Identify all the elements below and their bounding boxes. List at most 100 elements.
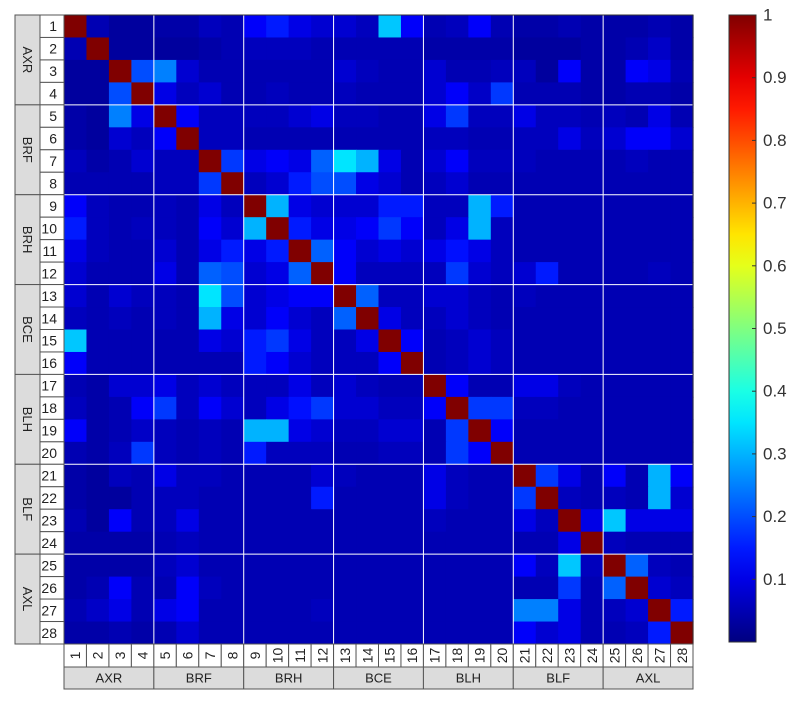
heatmap-cell	[378, 307, 402, 331]
heatmap-cell	[670, 419, 694, 443]
heatmap-cell	[108, 374, 132, 398]
heatmap-cell	[400, 127, 425, 151]
column-tick-label: 17	[427, 648, 443, 664]
heatmap-cell	[131, 262, 155, 286]
heatmap-cell	[266, 172, 290, 196]
heatmap-cell	[625, 172, 649, 196]
heatmap-cell	[198, 441, 222, 465]
heatmap-cell	[423, 464, 447, 488]
heatmap-cell	[131, 307, 155, 331]
heatmap-cell	[64, 351, 88, 376]
column-tick-label: 1	[67, 651, 83, 659]
column-tick-label: 4	[135, 651, 151, 659]
heatmap-cell	[400, 149, 425, 173]
heatmap-cell	[176, 509, 200, 533]
heatmap-cell	[198, 509, 222, 533]
heatmap-cell	[266, 576, 290, 600]
heatmap-cell	[221, 509, 245, 533]
heatmap-cell	[490, 351, 514, 376]
heatmap-cell	[445, 396, 469, 420]
column-tick-label: 6	[180, 651, 196, 659]
heatmap-cell	[468, 441, 492, 465]
heatmap-cell	[535, 172, 559, 196]
heatmap-cell	[288, 217, 312, 241]
heatmap-cell	[535, 599, 559, 623]
heatmap-cell	[64, 127, 88, 151]
heatmap-cell	[468, 37, 492, 61]
heatmap-cell	[400, 599, 425, 623]
heatmap-cell	[468, 127, 492, 151]
heatmap-cell	[356, 396, 380, 420]
heatmap-cell	[333, 15, 357, 39]
heatmap-cell	[86, 104, 110, 128]
heatmap-cell	[648, 82, 672, 106]
heatmap-cell	[153, 104, 177, 128]
heatmap-cell	[535, 284, 559, 308]
heatmap-cell	[108, 351, 132, 376]
heatmap-cell	[603, 194, 627, 218]
heatmap-cell	[356, 374, 380, 398]
heatmap-cell	[423, 194, 447, 218]
heatmap-cell	[311, 441, 335, 465]
heatmap-cell	[468, 509, 492, 533]
heatmap-cell	[490, 284, 514, 308]
colorbar	[728, 14, 757, 643]
heatmap-cell	[625, 284, 649, 308]
colorbar-tick-label: 0.1	[763, 570, 787, 589]
heatmap-cell	[648, 464, 672, 488]
heatmap-cell	[625, 307, 649, 331]
row-tick-label: 28	[41, 625, 57, 641]
heatmap-cell	[468, 307, 492, 331]
heatmap-cell	[64, 284, 88, 308]
heatmap-cell	[131, 37, 155, 61]
heatmap-cell	[333, 329, 357, 353]
heatmap-cell	[490, 621, 514, 645]
heatmap-cell	[288, 486, 312, 510]
row-group-box	[14, 104, 41, 196]
heatmap-cell	[64, 621, 88, 645]
heatmap-cell	[378, 554, 402, 578]
heatmap-cell	[221, 599, 245, 623]
heatmap-cell	[670, 464, 694, 488]
heatmap-cell	[558, 37, 582, 61]
heatmap-cell	[266, 486, 290, 510]
heatmap-cell	[176, 127, 200, 151]
heatmap-cell	[108, 239, 132, 263]
heatmap-cell	[243, 599, 267, 623]
heatmap-cell	[243, 351, 267, 376]
heatmap-cell	[64, 419, 88, 443]
heatmap-cell	[108, 396, 132, 420]
heatmap-cell	[423, 284, 447, 308]
heatmap-cell	[513, 351, 537, 376]
heatmap-cell	[198, 599, 222, 623]
heatmap-cell	[513, 15, 537, 39]
heatmap-cell	[513, 441, 537, 465]
heatmap-cell	[513, 149, 537, 173]
heatmap-cell	[356, 531, 380, 555]
row-group-label: BLF	[20, 497, 35, 521]
heatmap-cell	[176, 37, 200, 61]
heatmap-cell	[333, 374, 357, 398]
row-group-label: AXL	[20, 587, 35, 612]
heatmap-cell	[64, 396, 88, 420]
heatmap-cell	[64, 59, 88, 83]
heatmap-cell	[490, 554, 514, 578]
heatmap-cell	[86, 531, 110, 555]
row-tick-label: 23	[41, 512, 57, 528]
heatmap-cell	[198, 419, 222, 443]
heatmap-cell	[580, 509, 604, 533]
heatmap-cell	[535, 621, 559, 645]
heatmap-cell	[243, 441, 267, 465]
heatmap-cell	[176, 486, 200, 510]
heatmap-cell	[198, 464, 222, 488]
column-group-label: BRH	[275, 671, 302, 686]
row-axis: AXRBRFBRHBCEBLHBLFAXL1234567891011121314…	[14, 14, 65, 645]
heatmap-cell	[423, 127, 447, 151]
heatmap-cell	[333, 239, 357, 263]
heatmap-cell	[378, 284, 402, 308]
heatmap-cell	[333, 351, 357, 376]
heatmap-cell	[580, 441, 604, 465]
heatmap-cell	[625, 217, 649, 241]
column-group-label: AXR	[96, 671, 123, 686]
heatmap-cell	[423, 262, 447, 286]
